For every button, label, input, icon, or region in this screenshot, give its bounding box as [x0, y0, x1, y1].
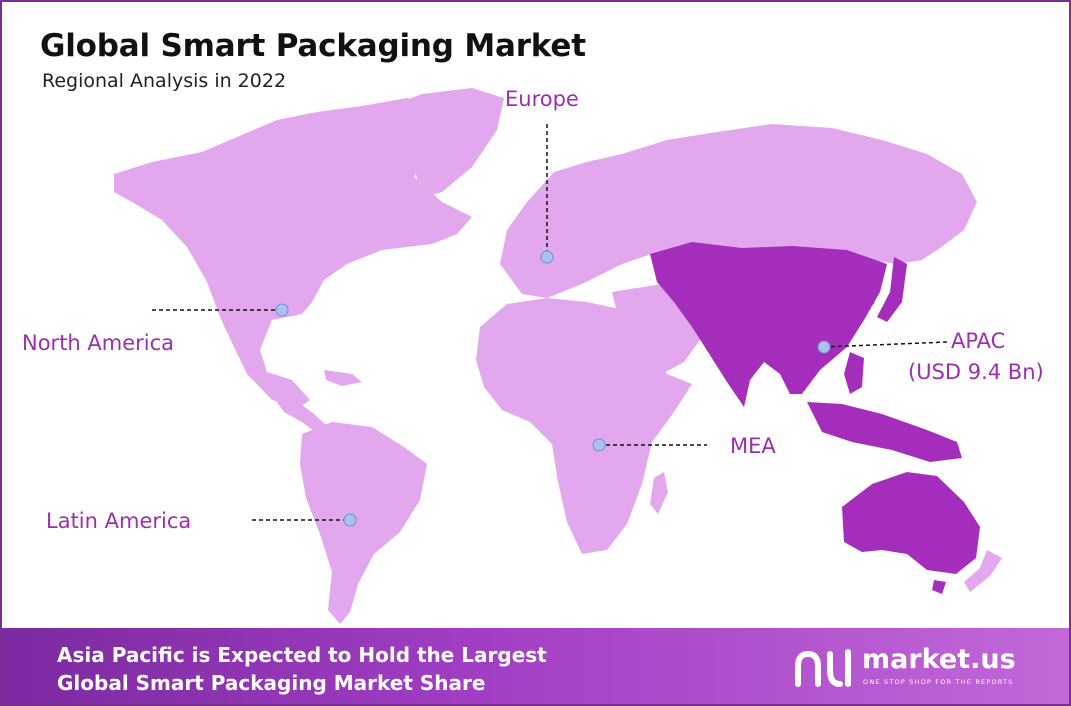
market-us-logo-icon — [795, 649, 851, 687]
land-caribbean — [324, 370, 362, 386]
label-europe: Europe — [505, 87, 579, 111]
brand-tagline: ONE STOP SHOP FOR THE REPORTS — [863, 678, 1014, 686]
land-south-america — [300, 422, 427, 624]
land-japan — [877, 257, 907, 322]
land-australia — [842, 472, 980, 574]
label-mea: MEA — [730, 434, 776, 458]
footer-banner: Asia Pacific is Expected to Hold the Lar… — [2, 628, 1069, 704]
land-masses — [114, 88, 1002, 624]
brand-name: market.us — [862, 644, 1016, 675]
land-africa — [476, 298, 692, 554]
land-apac-mainland — [650, 242, 887, 407]
footer-line-2: Global Smart Packaging Market Share — [57, 671, 486, 695]
footer-message: Asia Pacific is Expected to Hold the Lar… — [57, 641, 547, 697]
footer-line-1: Asia Pacific is Expected to Hold the Lar… — [57, 643, 547, 667]
land-uk — [520, 214, 542, 248]
land-eurasia — [500, 124, 977, 298]
marker-mea — [592, 438, 606, 452]
land-new-zealand — [964, 550, 1002, 592]
land-north-america — [114, 98, 472, 407]
land-central-america — [274, 398, 328, 434]
page-title: Global Smart Packaging Market — [40, 28, 586, 64]
page-subtitle: Regional Analysis in 2022 — [42, 70, 287, 92]
world-map — [114, 88, 1002, 624]
apac-region — [650, 242, 980, 594]
label-apac: APAC — [951, 329, 1006, 353]
land-tasmania — [932, 580, 946, 594]
marker-apac — [817, 340, 831, 354]
brand-block: market.us ONE STOP SHOP FOR THE REPORTS — [792, 644, 1042, 694]
label-apac-value: (USD 9.4 Bn) — [908, 360, 1044, 384]
land-madagascar — [650, 472, 668, 514]
region-markers — [275, 250, 831, 527]
land-philippines — [844, 352, 864, 394]
land-se-asia — [807, 402, 962, 462]
label-north-america: North America — [22, 331, 175, 355]
label-latin-america: Latin America — [46, 509, 192, 533]
marker-latin-america — [343, 513, 357, 527]
land-scandinavia — [547, 168, 606, 224]
connector-lines — [152, 124, 948, 521]
marker-north-america — [275, 303, 289, 317]
land-greenland — [380, 88, 504, 198]
land-korea — [864, 278, 878, 304]
marker-europe — [540, 250, 554, 264]
